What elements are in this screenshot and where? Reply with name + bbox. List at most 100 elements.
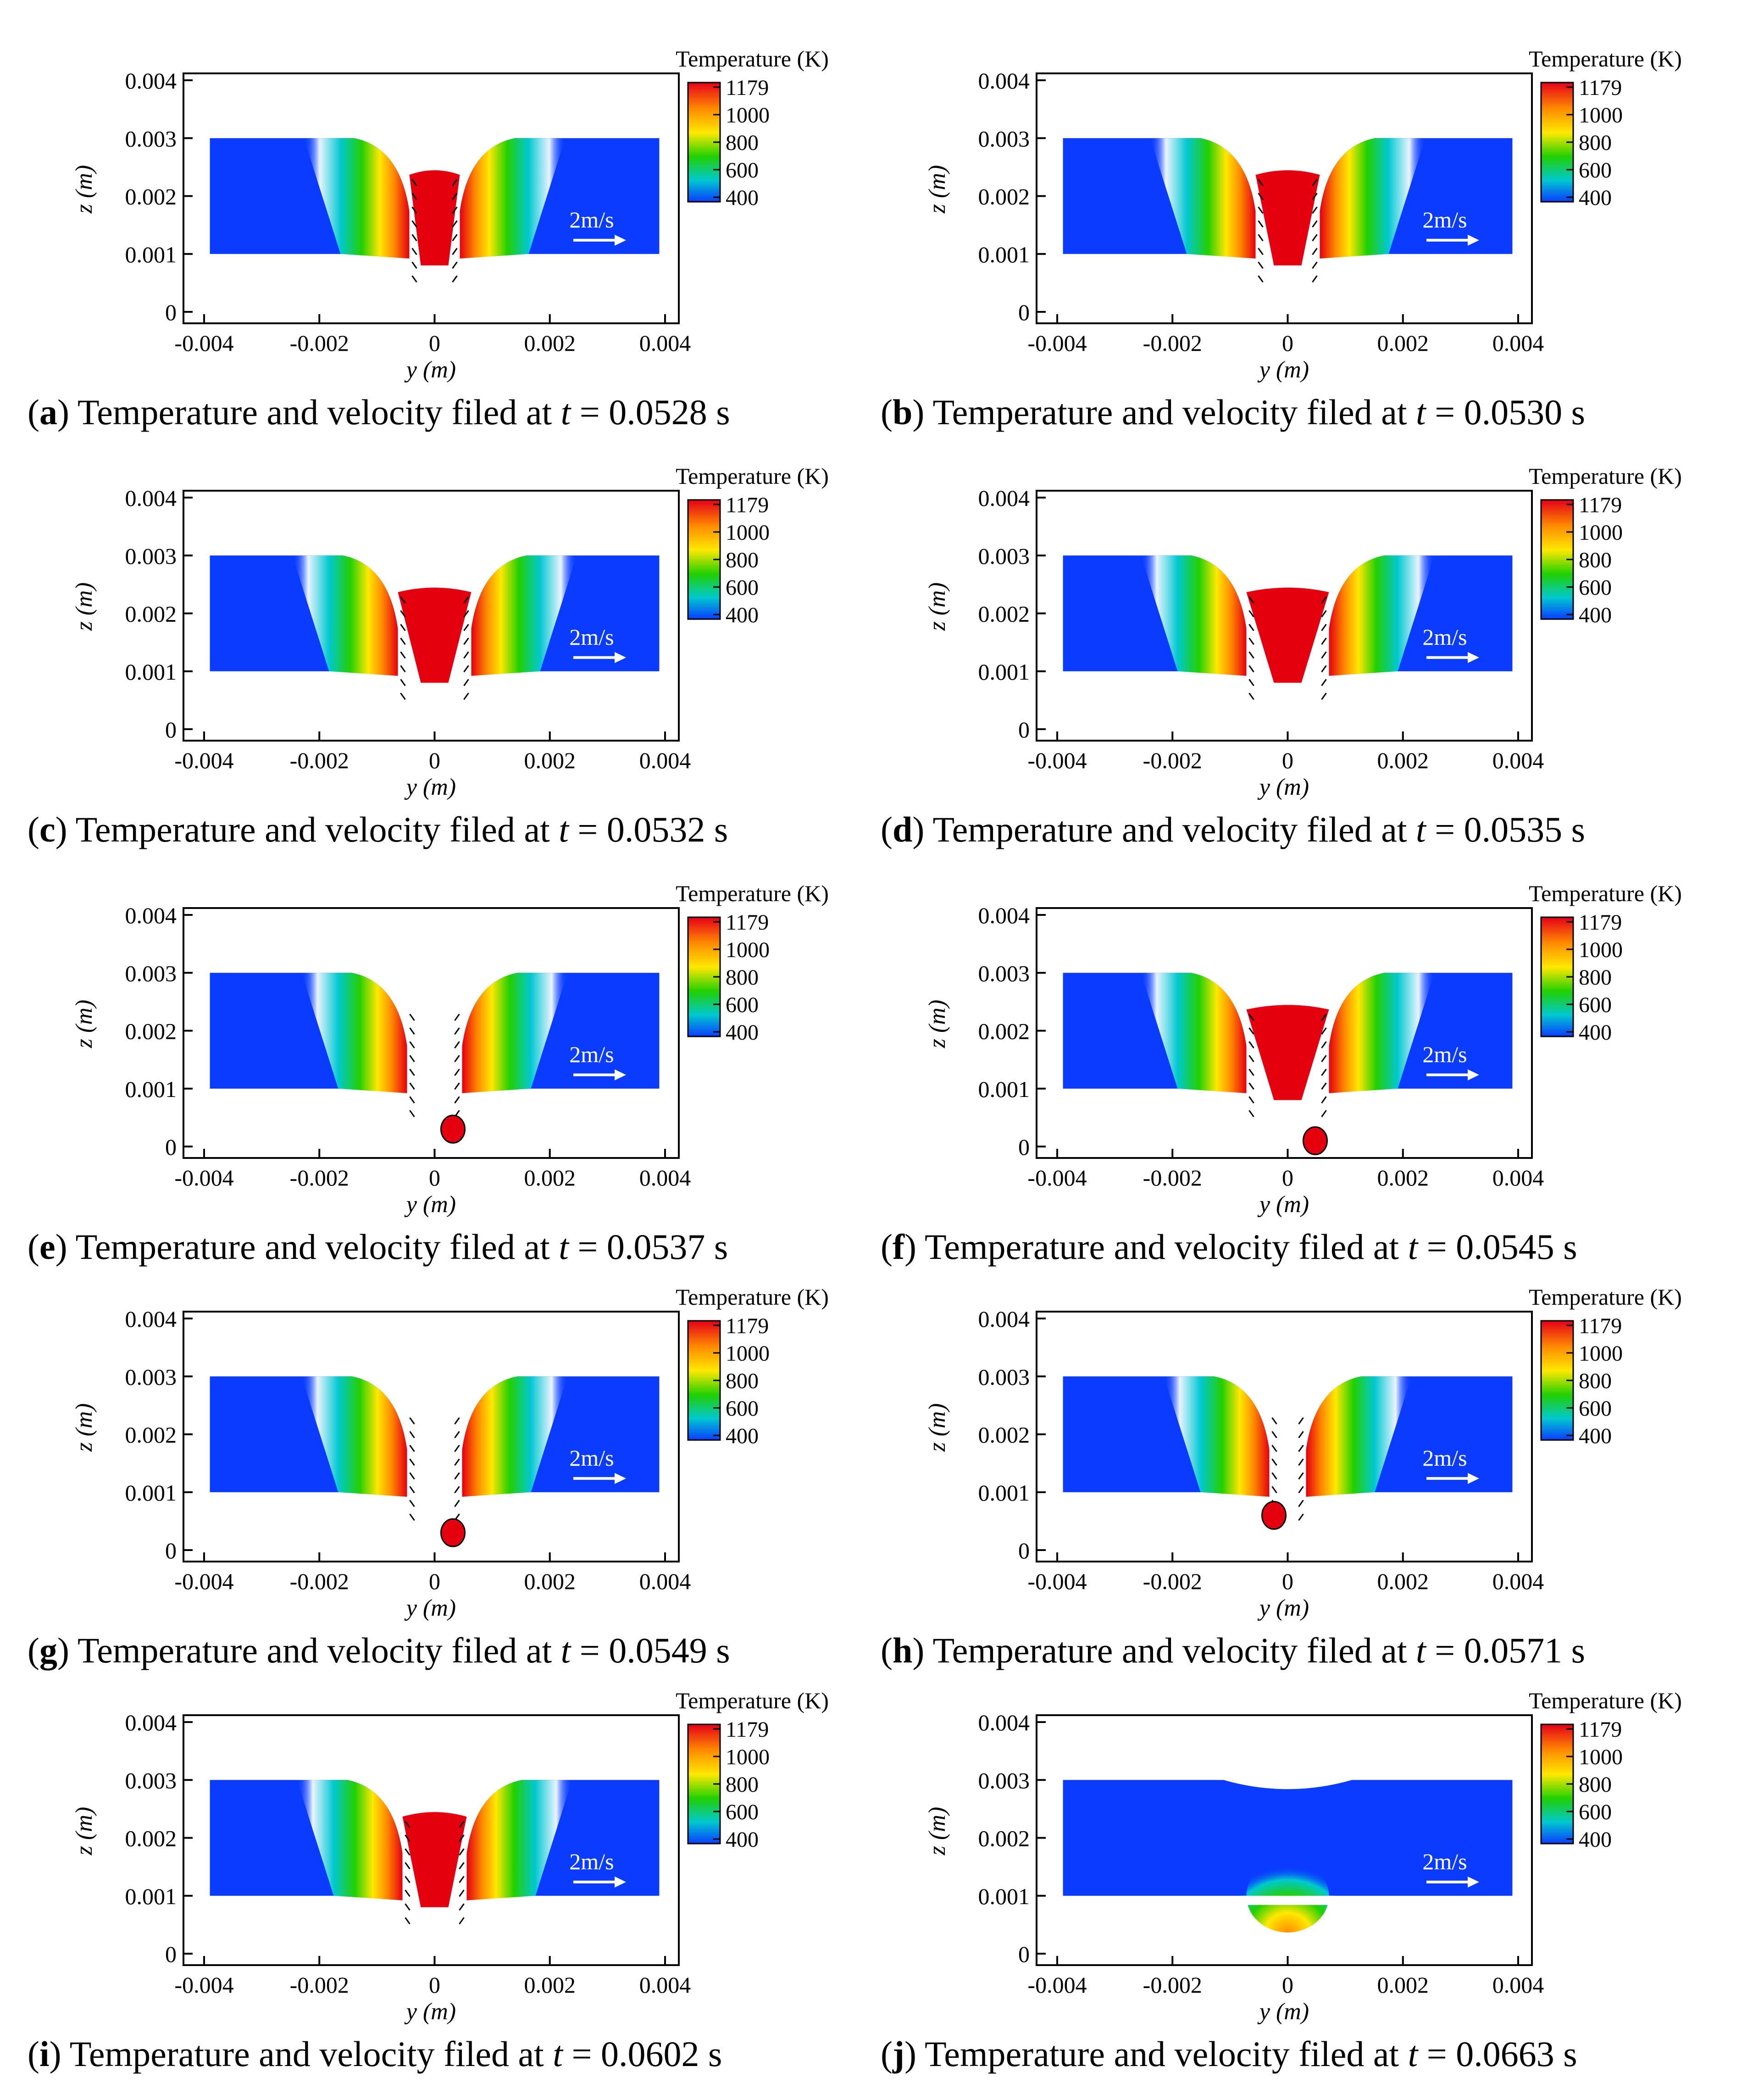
y-axis-label: z (m) <box>71 165 97 214</box>
colorbar-tick-label: 400 <box>1579 186 1612 210</box>
colorbar-tick-label: 1179 <box>726 910 769 935</box>
heat-band-left <box>297 1780 403 1900</box>
velocity-vector <box>405 1917 410 1925</box>
velocity-vector <box>452 234 458 242</box>
velocity-vector <box>1271 1472 1277 1480</box>
detached-droplet <box>1303 1126 1328 1155</box>
y-tick-label: 0 <box>1018 1134 1030 1160</box>
velocity-vector <box>409 1041 415 1049</box>
caption-time: = 0.0528 s <box>571 392 730 432</box>
colorbar-tick-label: 800 <box>726 1773 759 1797</box>
y-axis-label: z (m) <box>924 582 950 631</box>
velocity-vector <box>1321 624 1327 632</box>
y-tick-label: 0.002 <box>125 1422 177 1448</box>
x-tick-label: 0.002 <box>1377 330 1429 356</box>
velocity-vector <box>409 1500 415 1507</box>
panel-h: 0.004 0.003 0.002 0.001 0 -0.004 -0.002 0 0.002 0… <box>924 1284 1682 1621</box>
velocity-vector <box>1321 596 1327 604</box>
x-axis-label: y (m) <box>404 1191 456 1218</box>
x-tick-label: 0 <box>429 1972 440 1998</box>
colorbar-tick-label: 400 <box>726 1020 759 1045</box>
velocity-vector <box>463 665 469 673</box>
panel-a: 0.004 0.003 0.002 0.001 0 -0.004 -0.002 0 0.002 0… <box>71 46 829 383</box>
velocity-vector <box>1271 1445 1277 1452</box>
velocity-vector <box>1298 1431 1304 1439</box>
heat-band-right <box>1329 973 1435 1093</box>
y-tick-label: 0.004 <box>125 68 177 94</box>
velocity-vector <box>1321 1055 1327 1063</box>
velocity-vector <box>1248 665 1254 673</box>
velocity-vector <box>463 651 469 659</box>
colorbar-tick-label: 1000 <box>726 1341 770 1366</box>
velocity-vector <box>409 1110 415 1118</box>
colorbar-title: Temperature (K) <box>676 46 829 72</box>
velocity-vector <box>1321 679 1327 687</box>
velocity-vector <box>400 610 406 618</box>
velocity-vector <box>1321 665 1327 673</box>
temperature-field <box>1063 973 1513 1155</box>
velocity-scale-arrowhead <box>1468 1473 1479 1484</box>
colorbar-tick-label: 800 <box>1579 131 1612 155</box>
velocity-vector <box>454 1096 460 1104</box>
velocity-vector <box>1298 1472 1304 1480</box>
velocity-vector <box>459 1889 465 1897</box>
caption-time: = 0.0571 s <box>1426 1630 1586 1670</box>
x-tick-label: 0.004 <box>639 748 691 773</box>
panel-i: 0.004 0.003 0.002 0.001 0 -0.004 -0.002 0 0.002 0… <box>71 1688 829 2025</box>
metal-slab <box>1063 1780 1513 1896</box>
y-tick-label: 0.002 <box>125 1826 177 1851</box>
velocity-vector <box>1271 1486 1277 1494</box>
velocity-vector <box>1312 220 1318 228</box>
colorbar-title: Temperature (K) <box>676 463 829 489</box>
y-tick-label: 0 <box>1018 1538 1030 1563</box>
colorbar-tick-label: 1000 <box>726 938 770 962</box>
velocity-vector <box>1321 1069 1327 1076</box>
x-tick-label: -0.002 <box>1143 748 1202 773</box>
y-tick-label: 0.001 <box>978 1883 1030 1909</box>
velocity-scale-arrowhead <box>1468 1069 1479 1080</box>
x-axis-label: y (m) <box>404 774 456 800</box>
y-tick-label: 0.004 <box>125 1710 177 1735</box>
velocity-vector <box>1248 637 1254 645</box>
velocity-vector <box>454 1486 460 1494</box>
y-tick-label: 0.002 <box>978 184 1030 210</box>
y-tick-label: 0.004 <box>125 485 177 511</box>
temperature-field <box>1063 138 1513 283</box>
colorbar-tick-label: 1179 <box>1579 493 1622 517</box>
colorbar-tick-label: 600 <box>1579 1800 1612 1824</box>
molten-core <box>1246 587 1329 683</box>
y-tick-label: 0.001 <box>125 1883 177 1909</box>
velocity-vector <box>1258 275 1264 283</box>
velocity-vector <box>452 193 458 200</box>
x-tick-label: 0.002 <box>524 748 576 773</box>
y-axis-label: z (m) <box>924 1000 950 1048</box>
colorbar-tick-label: 600 <box>726 158 759 183</box>
caption-g: (g) Temperature and velocity filed at t … <box>28 1630 730 1670</box>
temperature-field <box>1063 555 1513 700</box>
x-tick-label: 0.002 <box>524 330 576 356</box>
velocity-vector <box>1248 1110 1254 1118</box>
y-tick-label: 0.002 <box>125 184 177 210</box>
x-axis-label: y (m) <box>1257 1999 1309 2025</box>
x-tick-label: 0 <box>1282 330 1293 356</box>
velocity-vector <box>452 275 458 283</box>
x-tick-label: 0 <box>429 330 440 356</box>
velocity-vector <box>1248 624 1254 632</box>
x-tick-label: 0.002 <box>1377 1972 1429 1998</box>
heat-band-left <box>292 555 398 676</box>
colorbar-tick-label: 1000 <box>1579 1745 1623 1769</box>
colorbar-tick-label: 400 <box>726 186 759 210</box>
velocity-vector <box>405 1834 410 1842</box>
colorbar-tick-label: 1179 <box>1579 76 1622 100</box>
colorbar-tick-label: 1000 <box>726 521 770 545</box>
colorbar-tick-label: 800 <box>726 131 759 155</box>
velocity-vector <box>1258 248 1264 255</box>
molten-core <box>1255 170 1320 266</box>
velocity-vector <box>409 1027 415 1035</box>
panel-f: 0.004 0.003 0.002 0.001 0 -0.004 -0.002 0 0.002 0… <box>924 881 1682 1218</box>
velocity-vector <box>409 1082 415 1090</box>
velocity-vector <box>1258 206 1264 214</box>
velocity-vector <box>1298 1458 1304 1466</box>
velocity-vector <box>1298 1486 1304 1494</box>
